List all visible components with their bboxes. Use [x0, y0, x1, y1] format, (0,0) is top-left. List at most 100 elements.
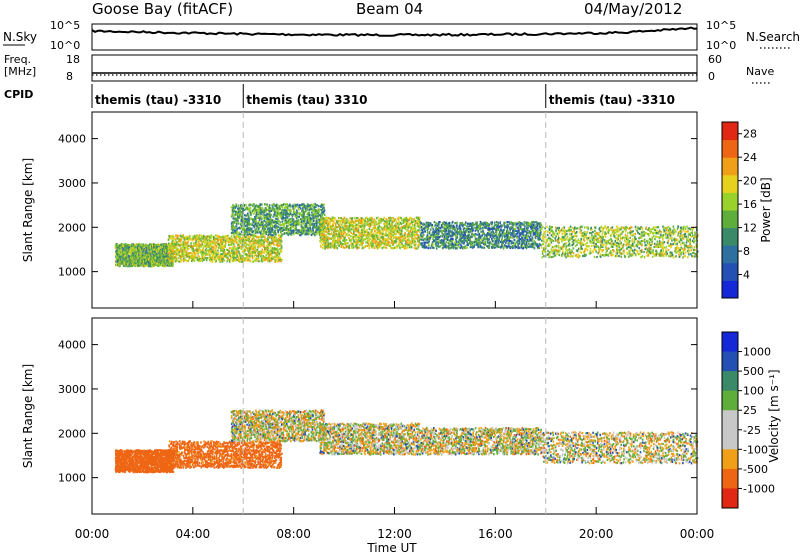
data-cell [181, 244, 184, 247]
data-cell [450, 226, 452, 229]
data-cell [419, 242, 422, 245]
data-cell [115, 251, 118, 254]
data-cell [174, 243, 176, 246]
data-cell [169, 246, 171, 249]
data-cell [280, 245, 283, 248]
data-cell [254, 253, 257, 256]
data-cell [118, 263, 121, 266]
data-cell [188, 244, 190, 247]
data-cell [368, 227, 371, 231]
data-cell [161, 256, 163, 259]
data-cell [244, 248, 247, 251]
data-cell [298, 223, 301, 226]
data-cell [177, 256, 179, 259]
data-cell [382, 230, 384, 233]
data-cell [292, 219, 295, 222]
data-cell [149, 255, 152, 258]
data-cell [431, 224, 433, 227]
data-cell [448, 221, 451, 225]
data-cell [194, 236, 196, 239]
data-cell [297, 218, 300, 222]
data-cell [280, 237, 283, 240]
data-cell [164, 255, 167, 258]
data-cell [270, 209, 272, 212]
data-cell [159, 255, 161, 258]
data-cell [369, 238, 371, 241]
data-cell [246, 243, 248, 246]
data-cell [464, 223, 466, 226]
data-cell [192, 237, 195, 240]
data-cell [134, 246, 136, 249]
data-cell [348, 247, 350, 250]
data-cell [244, 214, 246, 217]
data-cell [189, 237, 191, 240]
data-cell [411, 234, 413, 237]
data-cell [254, 245, 257, 248]
data-cell [136, 254, 139, 257]
data-cell [251, 211, 253, 214]
data-cell [277, 231, 279, 234]
data-cell [218, 258, 220, 261]
data-cell [360, 225, 362, 228]
data-cell [270, 213, 272, 217]
data-cell [207, 242, 210, 245]
data-cell [334, 217, 336, 220]
data-cell [463, 241, 466, 244]
data-cell [398, 226, 400, 229]
data-cell [169, 257, 172, 260]
data-cell [233, 250, 235, 253]
data-cell [387, 240, 389, 243]
data-cell [474, 235, 476, 238]
data-cell [256, 239, 259, 242]
data-cell [271, 219, 274, 222]
data-cell [126, 256, 128, 259]
data-cell [363, 226, 366, 229]
data-cell [479, 243, 482, 246]
data-cell [250, 250, 252, 253]
data-cell [128, 263, 131, 266]
data-cell [261, 242, 263, 245]
data-cell [125, 262, 127, 266]
data-cell [437, 245, 440, 248]
data-cell [171, 242, 174, 245]
data-cell [281, 220, 284, 223]
freq-tick-bottom: 8 [66, 70, 73, 83]
data-cell [184, 243, 186, 246]
data-cell [340, 237, 342, 240]
data-cell [211, 260, 214, 263]
data-cell [201, 251, 204, 254]
data-cell [131, 264, 134, 268]
data-cell [383, 246, 385, 249]
data-cell [469, 238, 471, 241]
data-cell [194, 257, 196, 260]
data-cell [398, 216, 401, 219]
data-cell [449, 229, 451, 232]
data-cell [281, 206, 284, 209]
data-cell [264, 235, 266, 238]
data-cell [227, 237, 230, 240]
data-cell [401, 219, 403, 222]
data-cell [185, 237, 187, 240]
data-cell [161, 250, 164, 253]
data-cell [131, 247, 134, 250]
data-cell [373, 232, 375, 235]
data-cell [465, 221, 467, 224]
data-cell [277, 216, 280, 220]
cpid-segment-label: themis (tau) 3310 [246, 93, 367, 107]
data-cell [346, 218, 348, 221]
data-cell [183, 247, 186, 250]
data-cell [464, 245, 467, 248]
data-cell [261, 248, 263, 251]
data-cell [276, 214, 279, 217]
data-cell [286, 216, 289, 219]
data-cell [171, 254, 173, 257]
data-cell [142, 243, 145, 246]
data-cell [449, 242, 451, 246]
data-cell [260, 255, 262, 258]
data-cell [177, 243, 180, 246]
data-cell [209, 239, 211, 242]
data-cell [437, 243, 440, 246]
data-cell [140, 246, 143, 249]
data-cell [171, 237, 173, 240]
data-cell [199, 243, 202, 246]
